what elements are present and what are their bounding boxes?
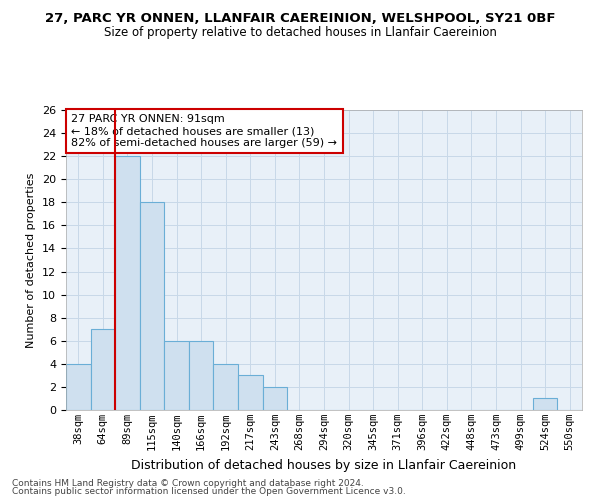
Text: 27, PARC YR ONNEN, LLANFAIR CAEREINION, WELSHPOOL, SY21 0BF: 27, PARC YR ONNEN, LLANFAIR CAEREINION, …	[45, 12, 555, 26]
X-axis label: Distribution of detached houses by size in Llanfair Caereinion: Distribution of detached houses by size …	[131, 458, 517, 471]
Bar	[91, 329, 115, 410]
Text: Contains HM Land Registry data © Crown copyright and database right 2024.: Contains HM Land Registry data © Crown c…	[12, 478, 364, 488]
Text: 27 PARC YR ONNEN: 91sqm
← 18% of detached houses are smaller (13)
82% of semi-de: 27 PARC YR ONNEN: 91sqm ← 18% of detache…	[71, 114, 337, 148]
Bar	[164, 341, 189, 410]
Bar	[263, 387, 287, 410]
Y-axis label: Number of detached properties: Number of detached properties	[26, 172, 37, 348]
Bar	[238, 376, 263, 410]
Bar	[533, 398, 557, 410]
Text: Size of property relative to detached houses in Llanfair Caereinion: Size of property relative to detached ho…	[104, 26, 496, 39]
Bar	[140, 202, 164, 410]
Bar	[189, 341, 214, 410]
Bar	[66, 364, 91, 410]
Bar	[115, 156, 140, 410]
Text: Contains public sector information licensed under the Open Government Licence v3: Contains public sector information licen…	[12, 487, 406, 496]
Bar	[214, 364, 238, 410]
